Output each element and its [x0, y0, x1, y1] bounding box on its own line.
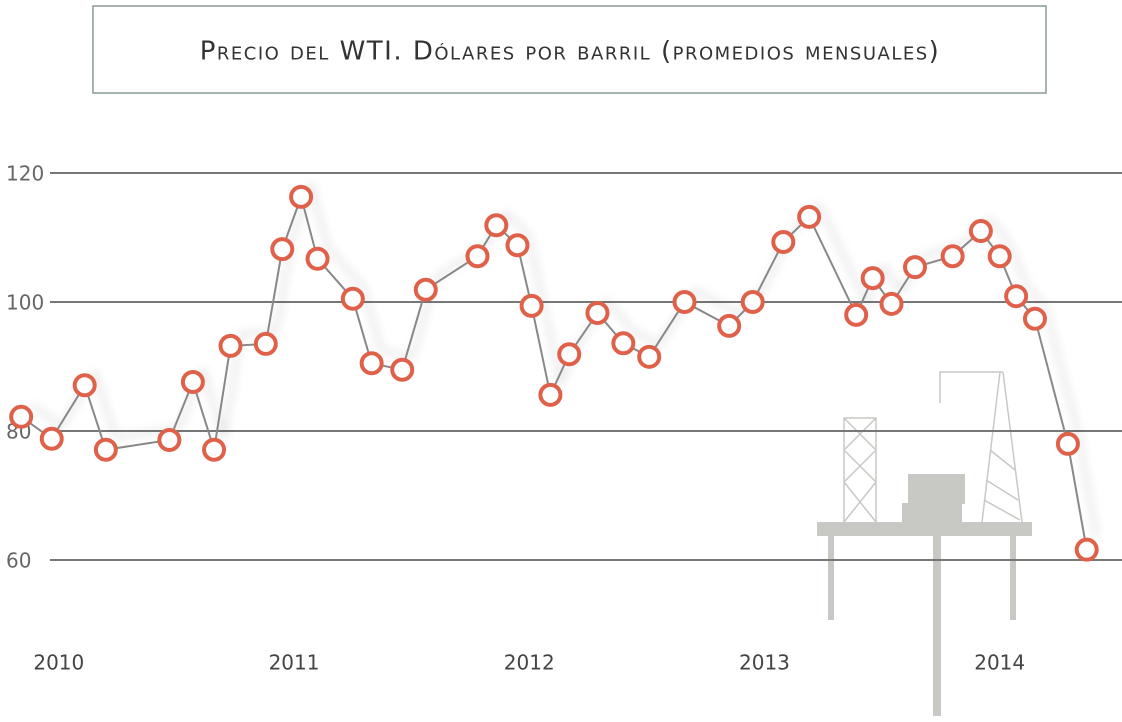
marker — [96, 440, 116, 460]
marker — [719, 316, 739, 336]
y-tick-label: 60 — [6, 549, 31, 573]
marker — [1006, 286, 1026, 306]
marker — [1025, 309, 1045, 329]
marker — [75, 375, 95, 395]
marker — [1077, 540, 1097, 560]
marker — [291, 187, 311, 207]
marker — [159, 430, 179, 450]
marker — [392, 360, 412, 380]
marker — [221, 336, 241, 356]
chart-title: Precio del WTI. Dólares por barril (prom… — [200, 37, 941, 67]
marker — [1058, 434, 1078, 454]
marker — [559, 344, 579, 364]
marker — [522, 296, 542, 316]
marker — [943, 246, 963, 266]
marker — [863, 268, 883, 288]
chart: Precio del WTI. Dólares por barril (prom… — [0, 0, 1122, 722]
marker — [674, 292, 694, 312]
x-tick-label: 2014 — [974, 651, 1025, 675]
marker — [204, 440, 224, 460]
marker — [540, 385, 560, 405]
marker — [743, 292, 763, 312]
marker — [486, 215, 506, 235]
marker — [613, 333, 633, 353]
marker — [362, 353, 382, 373]
marker — [272, 239, 292, 259]
marker — [256, 334, 276, 354]
marker — [971, 221, 991, 241]
marker — [343, 289, 363, 309]
x-tick-label: 2013 — [739, 651, 790, 675]
x-tick-label: 2012 — [504, 651, 555, 675]
marker — [42, 429, 62, 449]
marker — [308, 249, 328, 269]
marker — [799, 207, 819, 227]
marker — [881, 294, 901, 314]
marker — [639, 347, 659, 367]
marker — [990, 246, 1010, 266]
x-tick-label: 2011 — [269, 651, 320, 675]
marker — [416, 280, 436, 300]
marker — [905, 257, 925, 277]
marker — [846, 305, 866, 325]
y-tick-label: 100 — [6, 291, 44, 315]
marker — [773, 232, 793, 252]
marker — [183, 372, 203, 392]
y-tick-label: 120 — [6, 162, 44, 186]
marker — [587, 303, 607, 323]
marker — [11, 407, 31, 427]
marker — [467, 246, 487, 266]
marker — [507, 235, 527, 255]
x-tick-label: 2010 — [33, 651, 84, 675]
